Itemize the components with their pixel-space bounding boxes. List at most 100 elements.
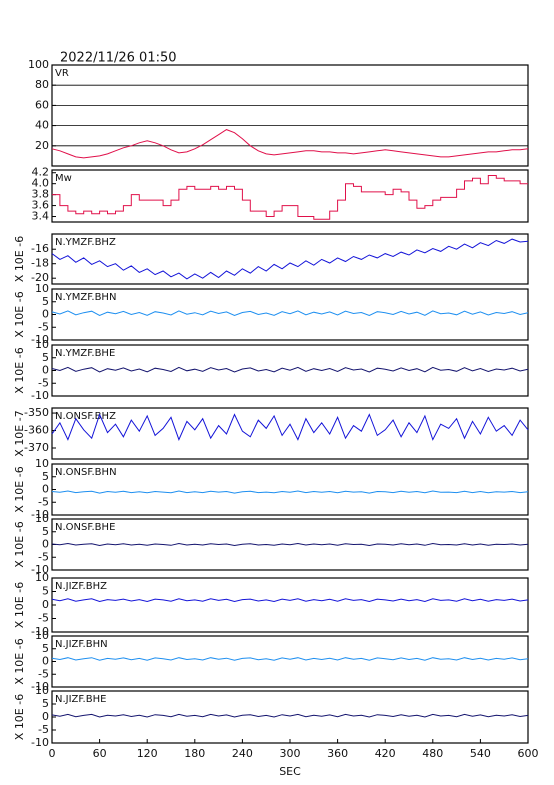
trace-line [51, 713, 529, 718]
trace-line [51, 542, 529, 547]
x-tick-label: 420 [375, 747, 396, 760]
y-tick-label: -5 [38, 550, 49, 563]
panel-label: N.JIZF.BHE [55, 694, 106, 705]
y-tick-label: 0 [42, 364, 49, 377]
trace-line [51, 490, 529, 494]
y-tick-label: 0 [42, 483, 49, 496]
y-tick-label: 5 [42, 351, 49, 364]
y-tick-label: -10 [31, 508, 49, 521]
y-tick-label: 10 [35, 457, 49, 470]
trace-line [51, 598, 529, 603]
y-tick-label: 4.2 [32, 166, 50, 179]
panel-label: Mw [55, 173, 72, 184]
panel-label: N.YMZF.BHZ [55, 237, 116, 248]
panel-frame [51, 169, 529, 223]
y-tick-label: -5 [38, 495, 49, 508]
y-tick-label: 3.6 [32, 199, 50, 212]
y-tick-label: 5 [42, 697, 49, 710]
y-tick-label: -18 [31, 257, 49, 270]
panel-frame [51, 407, 529, 460]
y-tick-label: 80 [35, 78, 49, 91]
panel-label: N.ONSF.BHN [55, 467, 117, 478]
trace-line [51, 310, 529, 317]
panel-label: N.JIZF.BHZ [55, 581, 107, 592]
y-tick-label: 10 [35, 512, 49, 525]
y-tick-label: -360 [24, 424, 49, 437]
x-axis-label: SEC [279, 765, 301, 778]
y-tick-label: -16 [31, 242, 49, 255]
x-tick-label: 240 [232, 747, 253, 760]
x-tick-label: 540 [470, 747, 491, 760]
y-tick-label: 10 [35, 282, 49, 295]
y-tick-label: 10 [35, 571, 49, 584]
y-tick-label: -5 [38, 376, 49, 389]
panel-frame [51, 233, 529, 285]
y-tick-label: 10 [35, 338, 49, 351]
y-tick-label: 100 [28, 58, 49, 71]
trace-line [51, 413, 529, 441]
trace-line [51, 129, 529, 159]
y-axis-label: X 10E -6 [13, 291, 26, 337]
x-tick-label: 0 [49, 747, 56, 760]
panel-frame [51, 463, 529, 516]
panel-label: N.ONSF.BHZ [55, 411, 116, 422]
panel-label: N.JIZF.BHN [55, 639, 108, 650]
trace-line [51, 657, 529, 661]
y-tick-label: -10 [31, 333, 49, 346]
y-tick-label: -370 [24, 441, 49, 454]
y-tick-label: -5 [38, 612, 49, 625]
panel-label: N.YMZF.BHN [55, 292, 116, 303]
y-tick-label: -5 [38, 723, 49, 736]
panel-frame [51, 635, 529, 688]
y-tick-label: -10 [31, 625, 49, 638]
x-tick-label: 600 [518, 747, 539, 760]
y-tick-label: -10 [31, 736, 49, 749]
trace-line [51, 238, 529, 280]
panel-frame [51, 577, 529, 633]
y-tick-label: 0 [42, 655, 49, 668]
y-tick-label: -10 [31, 563, 49, 576]
y-axis-label: X 10E -6 [13, 582, 26, 628]
y-axis-label: X 10E -6 [13, 694, 26, 740]
y-axis-label: X 10E -7 [13, 410, 26, 456]
x-tick-label: 60 [93, 747, 107, 760]
y-tick-label: 5 [42, 642, 49, 655]
y-axis-label: X 10E -6 [13, 466, 26, 512]
x-tick-label: 120 [137, 747, 158, 760]
y-tick-label: 3.8 [32, 188, 50, 201]
y-tick-label: -5 [38, 320, 49, 333]
panel-label: VR [55, 68, 69, 79]
y-tick-label: 10 [35, 629, 49, 642]
chart-title: 2022/11/26 01:50 [60, 51, 177, 66]
y-tick-label: 20 [35, 139, 49, 152]
y-tick-label: -350 [24, 406, 49, 419]
step-line [52, 175, 528, 220]
y-tick-label: 0 [42, 538, 49, 551]
panel-label: N.ONSF.BHE [55, 522, 115, 533]
trace-line [51, 366, 529, 373]
y-tick-label: 5 [42, 470, 49, 483]
x-tick-label: 300 [280, 747, 301, 760]
y-tick-label: 3.4 [32, 210, 50, 223]
y-tick-label: -10 [31, 389, 49, 402]
y-tick-label: 5 [42, 585, 49, 598]
y-tick-label: 0 [42, 308, 49, 321]
y-tick-label: 60 [35, 98, 49, 111]
y-tick-label: 5 [42, 295, 49, 308]
y-tick-label: 10 [35, 684, 49, 697]
y-tick-label: 5 [42, 525, 49, 538]
y-tick-label: -5 [38, 667, 49, 680]
x-tick-label: 480 [422, 747, 443, 760]
y-tick-label: 0 [42, 598, 49, 611]
y-tick-label: -20 [31, 271, 49, 284]
y-tick-label: -10 [31, 680, 49, 693]
y-tick-label: 4.0 [32, 177, 50, 190]
x-tick-label: 180 [184, 747, 205, 760]
y-axis-label: X 10E -6 [13, 638, 26, 684]
panel-frame [51, 64, 529, 167]
panel-label: N.YMZF.BHE [55, 348, 115, 359]
y-tick-label: 0 [42, 710, 49, 723]
y-axis-label: X 10E -6 [13, 236, 26, 282]
